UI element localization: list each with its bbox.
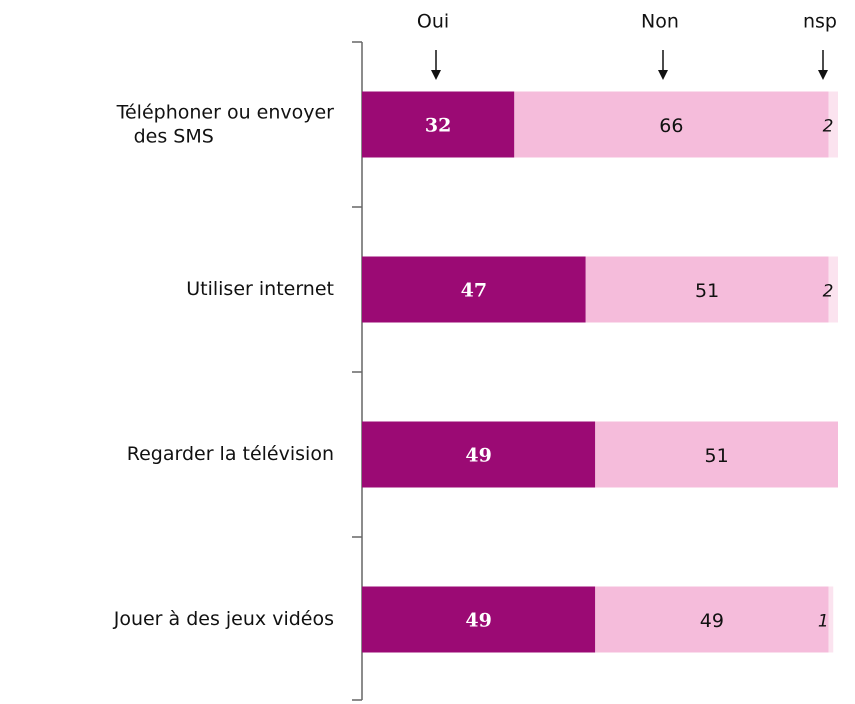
bar-segment: [362, 256, 586, 323]
bar-segment: [828, 256, 838, 323]
value-label: 47: [461, 280, 487, 302]
bar-segment: [362, 421, 596, 488]
bar-segment: [585, 256, 829, 323]
category-label: Téléphoner ou envoyer des SMS: [116, 101, 335, 147]
bar-segment: [595, 421, 838, 488]
bar-segment: [514, 91, 829, 158]
value-label: 32: [425, 115, 451, 137]
value-label: 49: [465, 610, 491, 632]
value-label: 51: [695, 280, 719, 302]
value-label: 2: [823, 117, 834, 137]
legend-arrowhead: [818, 70, 828, 80]
value-label: 49: [465, 445, 491, 467]
value-label: 49: [700, 610, 724, 632]
value-label: 1: [818, 612, 829, 632]
legend-label: Non: [641, 11, 679, 33]
legend-label: nsp: [803, 11, 837, 33]
category-label: Utiliser internet: [186, 278, 334, 300]
bar-segment: [828, 586, 834, 653]
category-label: Regarder la télévision: [127, 443, 334, 465]
value-label: 66: [659, 115, 683, 137]
legend: Oui Non nsp: [417, 11, 837, 80]
category-label: Jouer à des jeux vidéos: [113, 608, 334, 630]
legend-arrowhead: [431, 70, 441, 80]
bar-segment: [362, 586, 596, 653]
value-label: 2: [823, 282, 834, 302]
bar-segment: [362, 91, 515, 158]
bar-segment: [595, 586, 829, 653]
value-label: 51: [705, 445, 729, 467]
legend-label: Oui: [417, 11, 449, 33]
bar-segment: [828, 91, 838, 158]
legend-arrowhead: [658, 70, 668, 80]
